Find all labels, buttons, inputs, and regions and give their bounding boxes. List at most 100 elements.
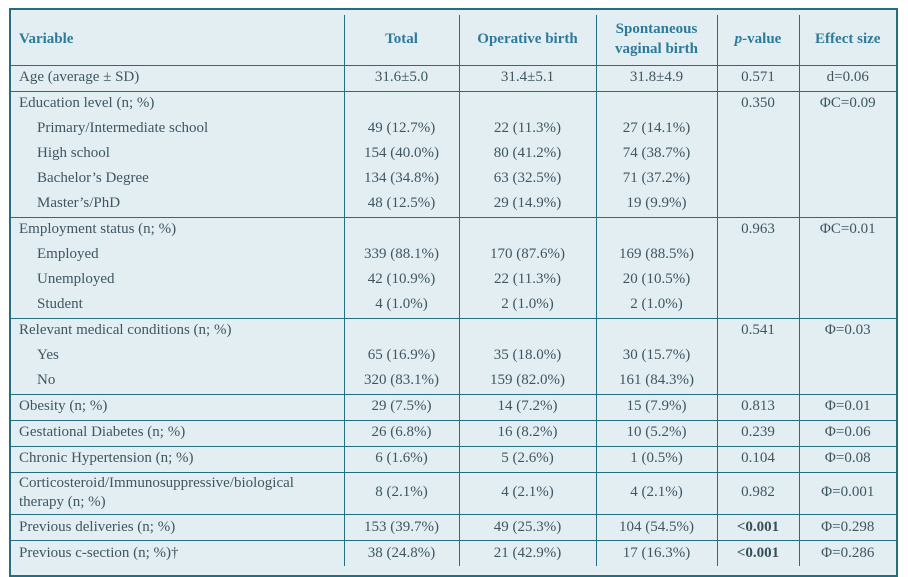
cell-variable: Yes (37, 347, 59, 364)
cell-variable: High school (37, 145, 110, 162)
cell-p-value (716, 368, 799, 394)
table-header: Variable Total Operative birth Spontaneous … (11, 15, 896, 65)
table-row: Corticosteroid/Immunosuppressive/biologi… (11, 472, 896, 515)
cell-spontaneous-vaginal-birth: 20 (10.5%) (595, 267, 717, 293)
table-row: Previous c-section (n; %)† 38 (24.8%) 21 (… (11, 540, 896, 567)
cell-p-value (716, 292, 799, 318)
cell-operative-birth: 22 (11.3%) (458, 116, 596, 142)
cell-p-value: 0.104 (716, 446, 799, 472)
cell-total (343, 91, 459, 117)
cell-total: 134 (34.8%) (343, 166, 459, 192)
cell-effect-size (798, 141, 896, 167)
cell-spontaneous-vaginal-birth: 27 (14.1%) (595, 116, 717, 142)
cell-total: 6 (1.6%) (343, 446, 459, 472)
cell-spontaneous-vaginal-birth: 2 (1.0%) (595, 292, 717, 318)
cell-total: 31.6±5.0 (343, 65, 459, 91)
cell-variable: Master’s/PhD (37, 195, 121, 212)
cell-effect-size (798, 292, 896, 318)
baseline-characteristics-table: Variable Total Operative birth Spontaneous … (9, 8, 898, 577)
cell-effect-size (798, 267, 896, 293)
column-header-effect-size: Effect size (798, 15, 896, 65)
cell-variable: Student (37, 296, 83, 313)
cell-operative-birth: 4 (2.1%) (458, 472, 596, 515)
table-row: Relevant medical conditions (n; %) 0.541 Φ… (11, 318, 896, 344)
cell-spontaneous-vaginal-birth: 169 (88.5%) (595, 242, 717, 268)
table-row: Previous deliveries (n; %) 153 (39.7%) 49 … (11, 514, 896, 541)
cell-operative-birth (458, 217, 596, 243)
cell-p-value: 0.813 (716, 394, 799, 420)
cell-total (343, 318, 459, 344)
cell-total: 49 (12.7%) (343, 116, 459, 142)
cell-effect-size (798, 166, 896, 192)
cell-total: 29 (7.5%) (343, 394, 459, 420)
column-header-spontaneous-vaginal-birth: Spontaneous vaginal birth (595, 15, 717, 65)
cell-p-value: 0.239 (716, 420, 799, 446)
cell-effect-size (798, 343, 896, 369)
cell-total: 339 (88.1%) (343, 242, 459, 268)
row-group: Relevant medical conditions (n; %) 0.541 Φ… (11, 318, 896, 394)
cell-variable: Employment status (n; %) (19, 221, 177, 238)
row-group: Education level (n; %) 0.350 ΦC=0.09 Primar… (11, 91, 896, 217)
cell-spontaneous-vaginal-birth: 4 (2.1%) (595, 472, 717, 515)
cell-p-value: <0.001 (716, 540, 799, 567)
cell-operative-birth: 159 (82.0%) (458, 368, 596, 394)
cell-spontaneous-vaginal-birth: 71 (37.2%) (595, 166, 717, 192)
cell-total: 8 (2.1%) (343, 472, 459, 515)
cell-effect-size: d=0.06 (798, 65, 896, 91)
cell-operative-birth: 31.4±5.1 (458, 65, 596, 91)
cell-total: 65 (16.9%) (343, 343, 459, 369)
cell-effect-size: ΦC=0.01 (798, 217, 896, 243)
table-row: Employed 339 (88.1%) 170 (87.6%) 169 (88.5%… (11, 242, 896, 268)
cell-variable: Previous c-section (n; %)† (19, 544, 179, 561)
cell-variable: Primary/Intermediate school (37, 120, 209, 137)
table-row: Master’s/PhD 48 (12.5%) 29 (14.9%) 19 (9.9%… (11, 191, 896, 217)
cell-operative-birth (458, 91, 596, 117)
cell-total: 320 (83.1%) (343, 368, 459, 394)
table-row: Chronic Hypertension (n; %) 6 (1.6%) 5 (2.… (11, 446, 896, 472)
cell-spontaneous-vaginal-birth: 30 (15.7%) (595, 343, 717, 369)
cell-effect-size: Φ=0.286 (798, 540, 896, 567)
cell-variable: Age (average ± SD) (19, 69, 140, 86)
row-group: Employment status (n; %) 0.963 ΦC=0.01 Empl… (11, 217, 896, 318)
table-row: Yes 65 (16.9%) 35 (18.0%) 30 (15.7%) (11, 343, 896, 369)
cell-p-value: 0.541 (716, 318, 799, 344)
table-row: Education level (n; %) 0.350 ΦC=0.09 (11, 91, 896, 117)
table-row: Age (average ± SD) 31.6±5.0 31.4±5.1 31.8±4… (11, 65, 896, 91)
cell-variable: Previous deliveries (n; %) (19, 518, 176, 535)
cell-total: 26 (6.8%) (343, 420, 459, 446)
cell-p-value (716, 343, 799, 369)
cell-effect-size (798, 191, 896, 217)
cell-total: 4 (1.0%) (343, 292, 459, 318)
row-group: Chronic Hypertension (n; %) 6 (1.6%) 5 (2.… (11, 446, 896, 472)
cell-effect-size: Φ=0.01 (798, 394, 896, 420)
row-group: Obesity (n; %) 29 (7.5%) 14 (7.2%) 15 (7.9%… (11, 394, 896, 420)
column-header-operative-birth: Operative birth (458, 15, 596, 65)
header-row: Variable Total Operative birth Spontaneous … (11, 15, 896, 65)
column-header-total: Total (343, 15, 459, 65)
cell-variable: Employed (37, 246, 99, 263)
cell-total: 154 (40.0%) (343, 141, 459, 167)
cell-effect-size: Φ=0.298 (798, 514, 896, 541)
table-row: Bachelor’s Degree 134 (34.8%) 63 (32.5%) 71… (11, 166, 896, 192)
cell-effect-size (798, 242, 896, 268)
cell-variable: Unemployed (37, 271, 115, 288)
cell-variable: Relevant medical conditions (n; %) (19, 322, 232, 339)
cell-p-value (716, 267, 799, 293)
cell-operative-birth: 170 (87.6%) (458, 242, 596, 268)
cell-total: 38 (24.8%) (343, 540, 459, 567)
column-header-p-value: p-value (716, 15, 799, 65)
row-group: Previous deliveries (n; %) 153 (39.7%) 49 … (11, 514, 896, 541)
cell-variable: Gestational Diabetes (n; %) (19, 424, 186, 441)
cell-operative-birth: 29 (14.9%) (458, 191, 596, 217)
column-header-variable: Variable (19, 30, 74, 47)
table-row: High school 154 (40.0%) 80 (41.2%) 74 (38.7… (11, 141, 896, 167)
table-row: Primary/Intermediate school 49 (12.7%) 22 … (11, 116, 896, 142)
cell-operative-birth: 21 (42.9%) (458, 540, 596, 567)
cell-p-value: 0.571 (716, 65, 799, 91)
cell-p-value (716, 191, 799, 217)
cell-variable: No (37, 372, 56, 389)
cell-spontaneous-vaginal-birth: 31.8±4.9 (595, 65, 717, 91)
cell-spontaneous-vaginal-birth (595, 318, 717, 344)
cell-operative-birth (458, 318, 596, 344)
cell-spontaneous-vaginal-birth: 10 (5.2%) (595, 420, 717, 446)
